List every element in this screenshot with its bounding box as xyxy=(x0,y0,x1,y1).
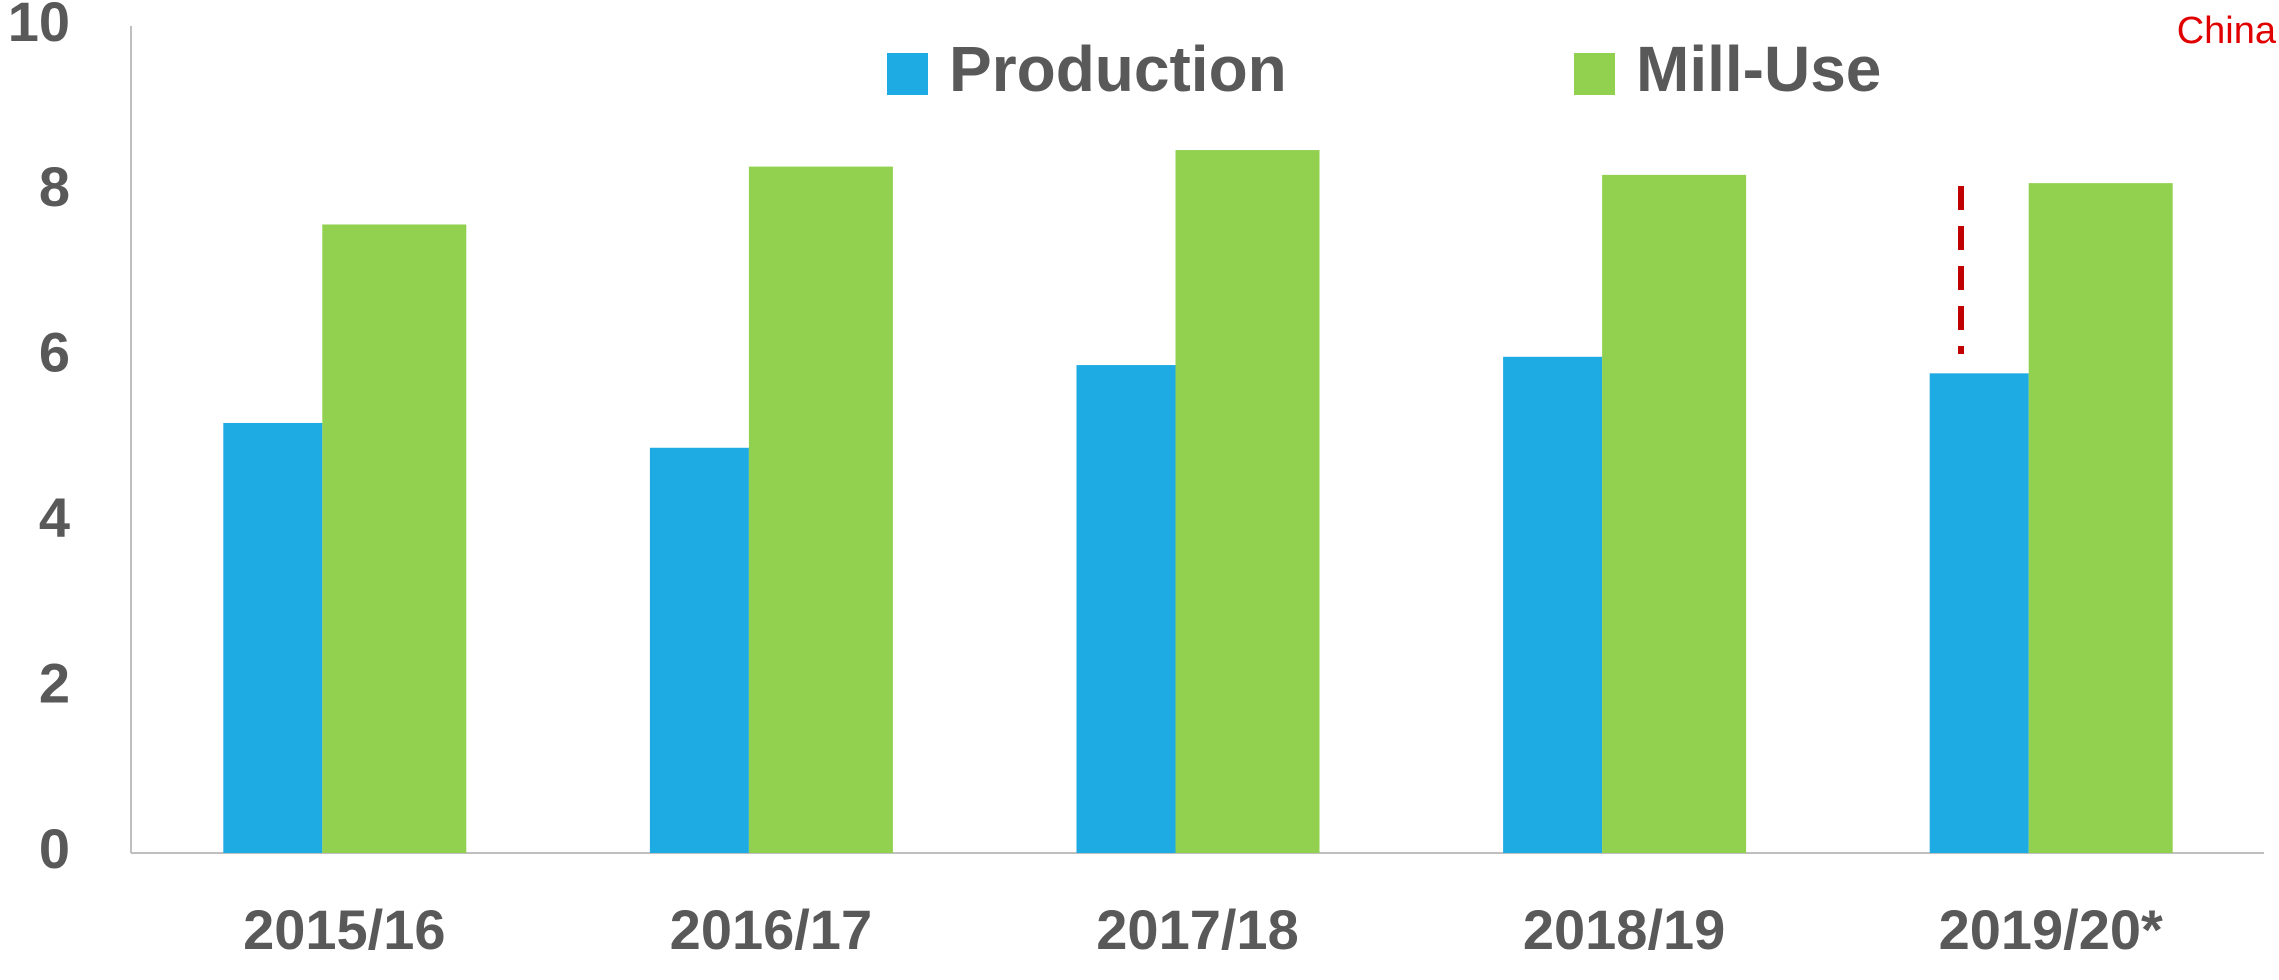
legend-swatch xyxy=(887,53,928,95)
y-tick-label: 0 xyxy=(39,817,70,880)
legend-label: Mill-Use xyxy=(1636,33,1881,105)
bar xyxy=(223,422,323,853)
x-tick-label: 2018/19 xyxy=(1523,898,1725,961)
annotation: China xyxy=(2177,10,2277,52)
x-tick-label: 2017/18 xyxy=(1096,898,1298,961)
bar xyxy=(2028,183,2173,853)
bar xyxy=(1602,174,1747,854)
bar xyxy=(322,224,467,854)
legend-label: Production xyxy=(949,33,1287,105)
x-tick-label: 2015/16 xyxy=(243,898,445,961)
legend-swatch xyxy=(1574,53,1615,95)
x-tick-label: 2016/17 xyxy=(670,898,872,961)
y-tick-label: 8 xyxy=(39,155,70,218)
y-tick-label: 2 xyxy=(39,651,70,714)
bar xyxy=(1503,356,1603,853)
bar xyxy=(1175,150,1320,854)
y-tick-label: 6 xyxy=(39,321,70,384)
y-tick-label: 10 xyxy=(8,0,70,53)
bar xyxy=(1076,365,1176,853)
y-tick-label: 4 xyxy=(39,486,70,549)
bar xyxy=(649,447,749,853)
bar xyxy=(748,166,893,854)
bar xyxy=(1929,373,2029,853)
x-tick-label: 2019/20* xyxy=(1939,898,2163,961)
